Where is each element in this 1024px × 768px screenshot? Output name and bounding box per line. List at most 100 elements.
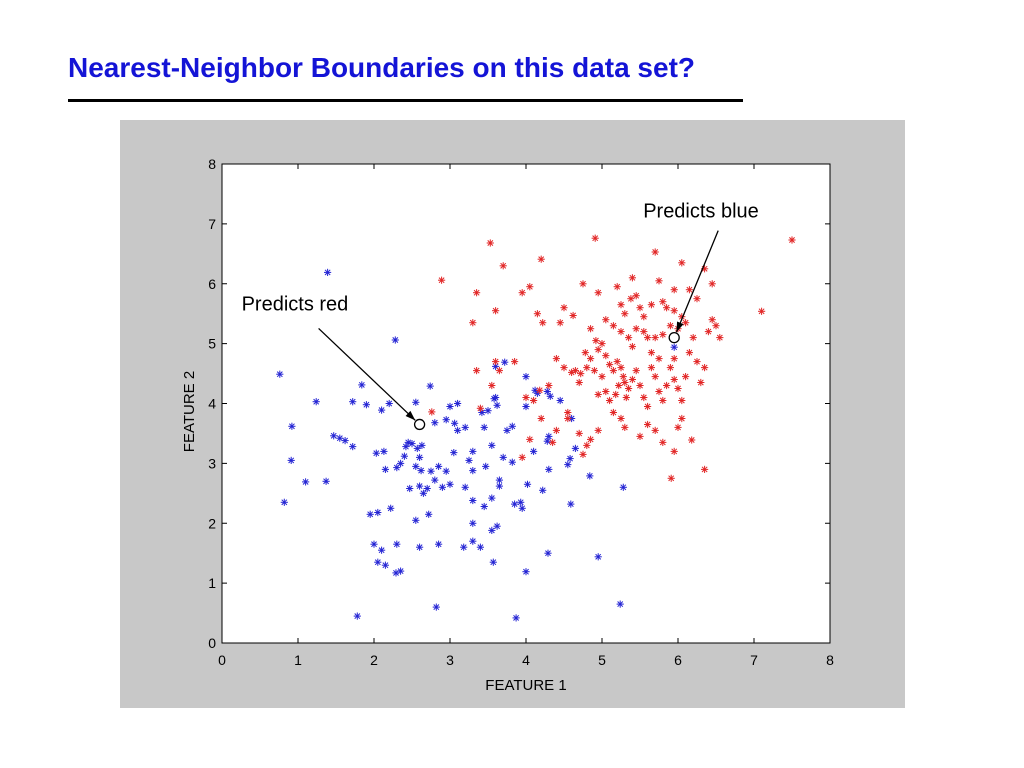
asterisk-stroke <box>428 468 434 475</box>
data-point-red <box>612 390 620 399</box>
data-point-blue <box>385 399 393 408</box>
data-point-red <box>659 438 667 446</box>
asterisk-stroke <box>371 541 377 548</box>
data-point-blue <box>324 268 332 276</box>
asterisk-stroke <box>539 319 546 326</box>
asterisk-stroke <box>481 424 488 431</box>
data-point-red <box>619 373 627 381</box>
asterisk-stroke <box>625 385 632 392</box>
asterisk-stroke <box>652 427 659 434</box>
y-tick-label: 2 <box>208 515 216 531</box>
data-point-blue <box>508 458 516 466</box>
asterisk-stroke <box>492 307 499 314</box>
data-point-blue <box>616 600 624 608</box>
data-point-red <box>552 355 561 363</box>
data-point-blue <box>469 519 477 527</box>
asterisk-stroke <box>629 376 636 383</box>
data-point-blue <box>480 423 488 431</box>
data-point-red <box>643 334 652 342</box>
data-point-red <box>693 295 701 303</box>
data-point-blue <box>469 537 477 545</box>
data-point-blue <box>416 482 424 490</box>
asterisk-stroke <box>534 310 541 317</box>
data-point-blue <box>493 401 501 409</box>
data-point-red <box>579 450 587 458</box>
asterisk-stroke <box>561 364 567 371</box>
x-tick-label: 3 <box>446 652 454 668</box>
data-point-blue <box>482 462 490 470</box>
data-point-red <box>708 280 716 288</box>
asterisk-stroke <box>288 423 295 430</box>
data-point-red <box>575 378 583 387</box>
asterisk-stroke <box>599 340 605 347</box>
asterisk-stroke <box>405 439 412 446</box>
asterisk-stroke <box>659 298 666 305</box>
asterisk-stroke <box>652 334 659 341</box>
asterisk-stroke <box>462 484 469 491</box>
data-point-red <box>674 384 682 393</box>
data-point-blue <box>545 432 553 440</box>
asterisk-stroke <box>418 442 425 449</box>
asterisk-stroke <box>618 301 624 308</box>
asterisk-stroke <box>466 457 472 464</box>
data-point-red <box>591 234 599 242</box>
asterisk-stroke <box>358 381 365 388</box>
asterisk-stroke <box>637 304 643 311</box>
asterisk-stroke <box>454 400 461 407</box>
data-point-red <box>632 292 640 300</box>
asterisk-stroke <box>682 319 689 326</box>
asterisk-stroke <box>443 416 450 423</box>
data-point-blue <box>425 510 433 518</box>
data-point-red <box>640 328 648 336</box>
data-point-red <box>712 322 720 330</box>
data-point-blue <box>543 387 551 396</box>
asterisk-stroke <box>469 448 476 455</box>
asterisk-stroke <box>583 442 590 449</box>
data-point-red <box>693 358 701 366</box>
asterisk-stroke <box>485 407 491 414</box>
data-point-red <box>659 298 667 306</box>
asterisk-stroke <box>633 367 640 374</box>
asterisk-stroke <box>276 371 283 378</box>
data-point-red <box>685 349 694 357</box>
data-point-blue <box>432 603 440 611</box>
asterisk-stroke <box>656 277 662 284</box>
data-point-blue <box>349 398 357 406</box>
data-point-red <box>655 387 663 396</box>
asterisk-stroke <box>342 437 349 444</box>
y-tick-label: 1 <box>208 575 216 591</box>
data-point-blue <box>288 422 296 430</box>
asterisk-stroke <box>640 313 647 320</box>
asterisk-stroke <box>330 432 337 439</box>
asterisk-stroke <box>663 382 670 389</box>
data-point-blue <box>461 423 469 431</box>
data-point-red <box>632 367 640 375</box>
asterisk-stroke <box>587 355 594 362</box>
data-point-blue <box>544 549 552 557</box>
data-point-blue <box>489 558 497 566</box>
asterisk-stroke <box>567 501 574 508</box>
asterisk-stroke <box>494 523 501 530</box>
data-point-red <box>583 364 591 372</box>
asterisk-stroke <box>393 541 400 548</box>
asterisk-stroke <box>288 457 295 464</box>
data-point-red <box>602 387 610 396</box>
data-point-blue <box>370 540 378 548</box>
data-point-red <box>678 414 686 423</box>
data-point-red <box>613 358 621 366</box>
data-point-red <box>594 346 602 354</box>
data-point-red <box>564 414 572 423</box>
data-point-red <box>476 404 484 412</box>
asterisk-stroke <box>349 398 356 405</box>
asterisk-stroke <box>469 319 476 326</box>
asterisk-stroke <box>553 355 560 362</box>
asterisk-stroke <box>494 402 501 409</box>
asterisk-stroke <box>380 448 387 455</box>
data-point-red <box>598 340 606 348</box>
asterisk-stroke <box>412 463 419 470</box>
asterisk-stroke <box>517 499 524 506</box>
data-point-red <box>757 307 766 315</box>
asterisk-stroke <box>629 274 636 281</box>
x-tick-label: 6 <box>674 652 682 668</box>
asterisk-stroke <box>671 307 678 314</box>
